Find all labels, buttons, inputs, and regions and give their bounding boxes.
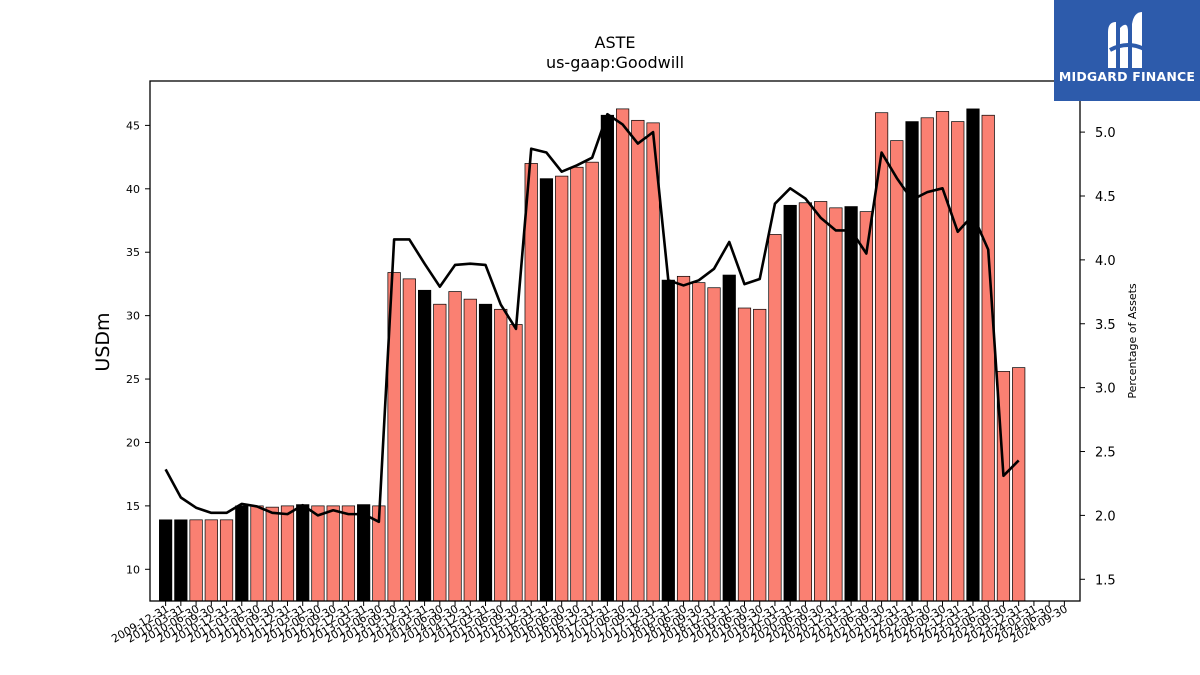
bar-2015-09-30	[509, 324, 523, 602]
y2-tick-label: 2.5	[1095, 446, 1116, 461]
y2-tick-label: 3.5	[1095, 318, 1116, 333]
bar-2022-12-31	[951, 121, 965, 602]
y2-tick-label: 4.5	[1095, 190, 1116, 205]
bar-2022-09-30	[935, 111, 950, 602]
y-tick-label: 30	[126, 310, 140, 323]
bar-2016-12-31	[585, 161, 599, 602]
bar-2010-09-30	[204, 519, 218, 602]
y2-axis-label: Percentage of Assets	[1126, 283, 1139, 399]
midgard-logo-icon	[1108, 12, 1147, 68]
bar-2015-12-31	[524, 163, 538, 602]
bar-2013-12-31	[402, 278, 416, 602]
bar-2017-12-31	[646, 122, 660, 602]
bar-2019-12-31	[768, 234, 782, 602]
bars-layer	[159, 108, 1026, 602]
bar-2012-03-31	[296, 504, 310, 602]
bar-2011-03-31	[235, 505, 249, 602]
bar-2014-03-31	[417, 289, 432, 602]
y-tick-label: 15	[126, 500, 140, 513]
bar-2020-06-30	[798, 202, 813, 602]
bar-2021-06-30	[859, 211, 873, 602]
plot-frame	[149, 80, 1081, 602]
chart-subtitle: us-gaap:Goodwill	[546, 53, 684, 72]
bar-2015-06-30	[494, 308, 508, 602]
bar-2018-06-30	[676, 275, 691, 602]
bar-2012-12-31	[341, 505, 356, 602]
y2-tick-label: 1.5	[1095, 573, 1116, 588]
y2-tick-label: 4.0	[1095, 254, 1116, 269]
bar-2019-06-30	[737, 307, 752, 602]
bar-2016-03-31	[539, 178, 554, 602]
bar-2011-06-30	[250, 505, 264, 602]
percentage-of-assets-line	[164, 112, 1020, 524]
bar-2023-06-30	[981, 114, 995, 602]
bar-2011-12-31	[280, 505, 295, 602]
y2-tick-label: 3.0	[1095, 382, 1116, 397]
bar-2010-12-31	[219, 519, 234, 602]
bar-2018-12-31	[707, 287, 721, 602]
bar-2015-03-31	[478, 303, 493, 602]
bar-2013-03-31	[357, 504, 371, 602]
bar-2016-09-30	[570, 166, 584, 602]
logo-text: MIDGARD FINANCE	[1058, 69, 1196, 84]
bar-2011-09-30	[265, 506, 279, 602]
y-tick-label: 40	[126, 183, 140, 196]
bar-2017-09-30	[631, 119, 645, 602]
axes-layer: 10 15 20 25 30 35 40 45 1.5 2.0 2.5 3.0 3.5 4.0 4.5 5.0…	[109, 80, 1116, 646]
brand-logo: MIDGARD FINANCE	[1054, 0, 1200, 101]
y-tick-label: 35	[126, 246, 140, 259]
bar-2017-06-30	[616, 108, 630, 602]
bar-2020-09-30	[814, 201, 828, 602]
bar-2014-12-31	[463, 298, 477, 602]
bar-2023-03-31	[966, 108, 980, 602]
bar-2019-09-30	[753, 308, 767, 602]
bar-2009-12-31	[159, 519, 173, 602]
y2-tick-label: 5.0	[1095, 126, 1116, 141]
bar-2012-09-30	[326, 505, 340, 602]
y-tick-label: 20	[126, 436, 140, 449]
bar-2018-03-31	[661, 279, 675, 602]
bar-2021-03-31	[844, 206, 858, 602]
bar-2023-12-31	[1012, 367, 1026, 602]
bar-2016-06-30	[555, 175, 569, 602]
bar-2012-06-30	[311, 505, 325, 602]
y2-tick-label: 2.0	[1095, 509, 1116, 524]
bar-2010-03-31	[174, 519, 188, 602]
bar-2020-12-31	[829, 207, 843, 602]
bar-2018-09-30	[692, 282, 706, 602]
bar-2014-09-30	[448, 291, 462, 602]
y-tick-label: 45	[126, 119, 140, 132]
bar-2021-12-31	[890, 140, 904, 602]
bar-2020-03-31	[783, 204, 797, 602]
y-tick-label: 25	[126, 373, 140, 386]
bar-2014-06-30	[433, 303, 447, 602]
bar-2019-03-31	[722, 274, 736, 602]
chart-title: ASTE	[595, 33, 636, 52]
bar-2010-06-30	[189, 519, 203, 602]
bar-2017-03-31	[600, 114, 614, 602]
y-tick-label: 10	[126, 563, 140, 576]
line-layer	[164, 112, 1020, 524]
y-axis-label: USDm	[92, 312, 114, 371]
